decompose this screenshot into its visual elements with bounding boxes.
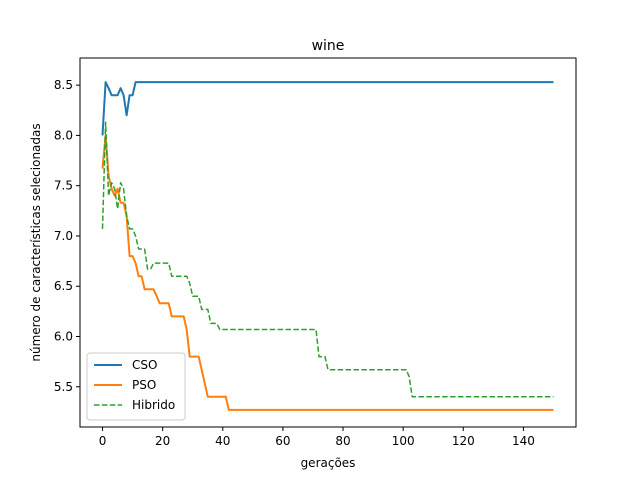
- legend-label-cso: CSO: [132, 358, 157, 372]
- legend-label-pso: PSO: [132, 378, 156, 392]
- x-tick-label: 120: [452, 434, 475, 448]
- y-tick-label: 7.0: [54, 229, 73, 243]
- series-layer: [101, 81, 554, 411]
- x-tick-label: 20: [155, 434, 170, 448]
- y-tick-label: 8.0: [54, 128, 73, 142]
- legend-label-hibrido: Hibrido: [132, 398, 175, 412]
- x-tick-label: 140: [512, 434, 535, 448]
- series-line-pso: [101, 134, 554, 411]
- x-tick-label: 0: [99, 434, 107, 448]
- x-axis-label: gerações: [301, 456, 356, 470]
- y-tick-label: 6.0: [54, 330, 73, 344]
- y-tick-label: 8.5: [54, 78, 73, 92]
- y-axis-label: número de características selecionadas: [29, 123, 43, 361]
- legend-box: [86, 352, 186, 421]
- series-line-cso: [101, 81, 554, 136]
- series-line-hibrido: [101, 121, 554, 398]
- x-tick-label: 100: [392, 434, 415, 448]
- y-tick-label: 6.5: [54, 279, 73, 293]
- y-tick-label: 7.5: [54, 179, 73, 193]
- chart-title: wine: [312, 38, 345, 54]
- plot-frame: [79, 57, 577, 428]
- x-tick-label: 80: [335, 434, 350, 448]
- x-tick-label: 60: [275, 434, 290, 448]
- y-tick-label: 5.5: [54, 380, 73, 394]
- legend: CSO PSO Hibrido: [86, 352, 186, 421]
- ticks-layer: 0 20 40 60 80 100 120 140 5.5 6.0 6.5 7.0 7.5 8.0 8.5: [54, 78, 535, 448]
- x-tick-label: 40: [215, 434, 230, 448]
